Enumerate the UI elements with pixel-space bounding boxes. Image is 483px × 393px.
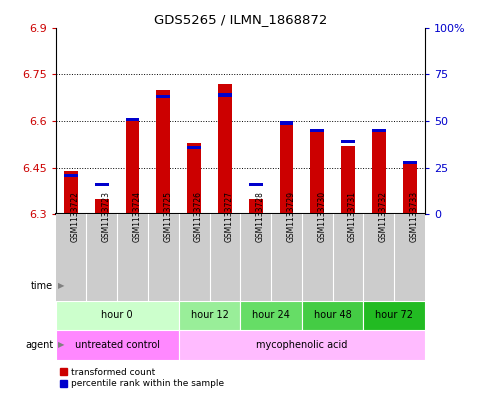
Title: GDS5265 / ILMN_1868872: GDS5265 / ILMN_1868872 xyxy=(154,13,327,26)
Text: hour 0: hour 0 xyxy=(101,310,133,320)
Text: untreated control: untreated control xyxy=(75,340,159,350)
Text: hour 72: hour 72 xyxy=(375,310,413,320)
Text: mycophenolic acid: mycophenolic acid xyxy=(256,340,348,350)
Text: GSM1133726: GSM1133726 xyxy=(194,191,203,242)
Text: ▶: ▶ xyxy=(58,340,64,349)
Text: GSM1133729: GSM1133729 xyxy=(286,191,296,242)
Bar xyxy=(56,330,179,360)
Bar xyxy=(218,84,232,214)
Bar xyxy=(240,301,302,330)
Bar xyxy=(311,129,324,132)
Bar xyxy=(280,121,293,214)
Text: ▶: ▶ xyxy=(58,281,64,290)
Text: GSM1133722: GSM1133722 xyxy=(71,191,80,242)
Bar xyxy=(95,183,109,186)
Bar xyxy=(179,330,425,360)
Bar xyxy=(364,301,425,330)
Text: GSM1133732: GSM1133732 xyxy=(379,191,388,242)
Bar xyxy=(64,174,78,177)
Text: GSM1133728: GSM1133728 xyxy=(256,191,265,242)
Bar xyxy=(56,301,179,330)
Text: hour 24: hour 24 xyxy=(252,310,290,320)
Bar xyxy=(372,130,386,214)
Legend: transformed count, percentile rank within the sample: transformed count, percentile rank withi… xyxy=(60,368,224,389)
Bar xyxy=(249,198,263,214)
Text: hour 12: hour 12 xyxy=(191,310,228,320)
Bar xyxy=(311,130,324,214)
Text: time: time xyxy=(31,281,53,291)
Text: GSM1133731: GSM1133731 xyxy=(348,191,357,242)
Bar xyxy=(403,161,416,164)
Bar xyxy=(187,146,201,149)
Bar xyxy=(249,183,263,186)
Text: GSM1133727: GSM1133727 xyxy=(225,191,234,242)
Bar xyxy=(341,146,355,214)
Text: GSM1133723: GSM1133723 xyxy=(102,191,111,242)
Bar xyxy=(372,129,386,132)
Text: GSM1133730: GSM1133730 xyxy=(317,191,327,242)
Bar xyxy=(302,301,364,330)
Bar xyxy=(280,121,293,125)
Text: agent: agent xyxy=(25,340,53,350)
Bar xyxy=(95,198,109,214)
Text: GSM1133733: GSM1133733 xyxy=(410,191,419,242)
Text: hour 48: hour 48 xyxy=(314,310,352,320)
Bar xyxy=(341,140,355,143)
Bar xyxy=(403,164,416,214)
Bar xyxy=(126,118,140,214)
Bar xyxy=(187,143,201,214)
Bar xyxy=(218,94,232,97)
Bar xyxy=(64,171,78,214)
Bar xyxy=(126,118,140,121)
Text: GSM1133724: GSM1133724 xyxy=(132,191,142,242)
Bar xyxy=(179,301,240,330)
Text: GSM1133725: GSM1133725 xyxy=(163,191,172,242)
Bar xyxy=(156,95,170,98)
Bar xyxy=(156,90,170,214)
